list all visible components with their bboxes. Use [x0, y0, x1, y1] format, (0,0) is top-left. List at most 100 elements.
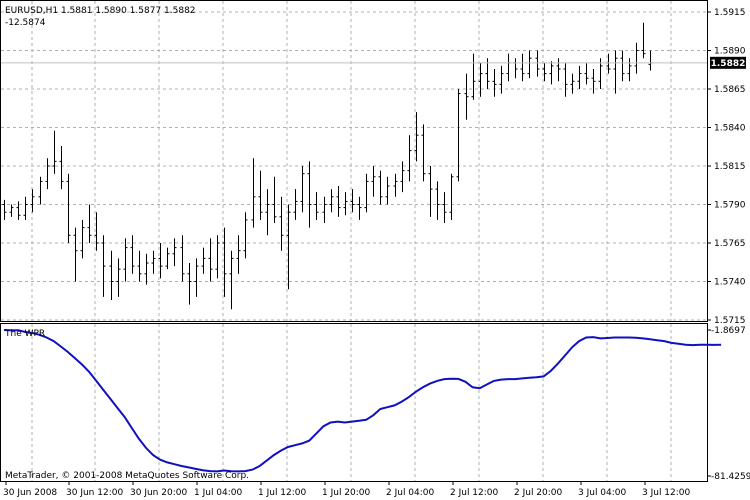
ohlc-bar: [101, 235, 106, 297]
ohlc-bar: [542, 62, 547, 82]
ohlc-bar: [251, 158, 256, 228]
time-tick-label: 2 Jul 12:00: [450, 488, 499, 498]
ohlc-bar: [442, 192, 447, 223]
price-tick-label: 1.5790: [714, 201, 746, 211]
ohlc-bar: [236, 235, 241, 274]
ohlc-bar: [73, 227, 78, 282]
price-tick-label: 1.5740: [714, 278, 746, 288]
ohlc-bar: [499, 65, 504, 94]
ohlc-bar: [116, 258, 121, 297]
ohlc-bar: [9, 204, 14, 217]
ohlc-bar: [187, 263, 192, 305]
ohlc-bar: [471, 53, 476, 100]
ohlc-bar: [549, 61, 554, 85]
ohlc-bar: [59, 145, 64, 190]
time-tick-label: 1 Jul 12:00: [258, 488, 307, 498]
ohlc-bar: [577, 65, 582, 89]
ohlc-bar: [357, 196, 362, 220]
ohlc-bar: [30, 189, 35, 213]
ohlc-bar: [272, 176, 277, 223]
price-tick-label: 1.5715: [714, 316, 746, 326]
indicator-bottom-tick: -81.4259: [711, 472, 750, 482]
indicator-top-tick: -1.8697: [711, 326, 746, 336]
ohlc-bar: [258, 170, 263, 220]
ohlc-bar: [364, 173, 369, 213]
time-tick-label: 3 Jul 12:00: [642, 488, 691, 498]
time-tick-label: 2 Jul 04:00: [386, 488, 435, 498]
ohlc-bar: [87, 204, 92, 243]
time-tick-label: 3 Jul 04:00: [578, 488, 627, 498]
ohlc-bar: [535, 50, 540, 77]
ohlc-bar: [123, 238, 128, 282]
current-price-marker: [710, 56, 746, 69]
ohlc-bar: [307, 161, 312, 228]
price-tick-label: 1.5915: [714, 8, 746, 18]
grid-lines: [1, 1, 707, 481]
indicator-label: The WPR: [4, 329, 45, 339]
ohlc-bar: [109, 250, 114, 300]
ohlc-bar: [343, 192, 348, 216]
ohlc-bar: [243, 212, 248, 259]
price-tick-label: 1.5865: [714, 85, 746, 95]
time-tick-label: 30 Jun 20:00: [130, 488, 187, 498]
ohlc-bar: [130, 235, 135, 274]
ohlc-bar: [449, 173, 454, 220]
indicator-pane[interactable]: [0, 323, 708, 482]
ohlc-bar: [641, 22, 646, 59]
ohlc-bar: [2, 199, 7, 220]
ohlc-bar: [620, 50, 625, 82]
ohlc-bar: [350, 189, 355, 213]
price-tick-label: 1.5890: [714, 47, 746, 57]
ohlc-bar: [165, 247, 170, 270]
ohlc-bar: [286, 204, 291, 290]
ohlc-bar: [94, 212, 99, 251]
ohlc-bar: [492, 68, 497, 97]
ohlc-bar: [322, 196, 327, 223]
ohlc-bar: [229, 250, 234, 310]
ohlc-bar: [336, 186, 341, 217]
ohlc-bar: [393, 173, 398, 197]
ohlc-bar: [265, 189, 270, 236]
ohlc-bar: [137, 250, 142, 282]
ohlc-bar: [634, 42, 639, 74]
ohlc-bar: [215, 235, 220, 279]
time-tick-label: 30 Jun 12:00: [66, 488, 123, 498]
price-tick-label: 1.5765: [714, 239, 746, 249]
time-tick-label: 2 Jul 20:00: [514, 488, 563, 498]
time-axis: 30 Jun 2008 30 Jun 12:00 30 Jun 20:00 1 Jul…: [3, 481, 691, 498]
ohlc-bar: [80, 219, 85, 259]
ohlc-bar: [293, 189, 298, 220]
ohlc-bar: [563, 62, 568, 97]
ohlc-bar: [300, 166, 305, 213]
ohlc-bar: [371, 166, 376, 197]
ohlc-bar: [435, 181, 440, 220]
wpr-line: [3, 329, 722, 473]
price-tick-label: 1.5840: [714, 124, 746, 134]
ohlc-bar: [591, 68, 596, 94]
ohlc-bar: [414, 112, 419, 162]
ohlc-bar: [66, 173, 71, 243]
ohlc-bar: [478, 62, 483, 97]
ohlc-bar: [464, 73, 469, 120]
ohlc-bar: [385, 176, 390, 205]
ohlc-bar: [208, 238, 213, 282]
ohlc-bar: [180, 235, 185, 282]
ohlc-bar: [485, 58, 490, 89]
price-pane[interactable]: [0, 0, 708, 322]
ohlc-bar: [329, 189, 334, 213]
ohlc-bar: [606, 53, 611, 74]
ohlc-bar: [45, 158, 50, 190]
ohlc-bar: [38, 176, 43, 205]
ohlc-bar: [527, 50, 532, 79]
copyright-text: MetaTrader, © 2001-2008 MetaQuotes Softw…: [5, 471, 249, 481]
ohlc-bar: [627, 58, 632, 82]
ohlc-bar: [194, 258, 199, 297]
ohlc-bar: [613, 50, 618, 94]
ohlc-bar: [314, 192, 319, 220]
ohlc-bar: [570, 73, 575, 94]
symbol-header: EURUSD,H1 1.5881 1.5890 1.5877 1.5882: [5, 6, 196, 16]
ohlc-bar: [158, 243, 163, 279]
ohlc-bar: [279, 196, 284, 251]
ohlc-bar: [23, 196, 28, 220]
